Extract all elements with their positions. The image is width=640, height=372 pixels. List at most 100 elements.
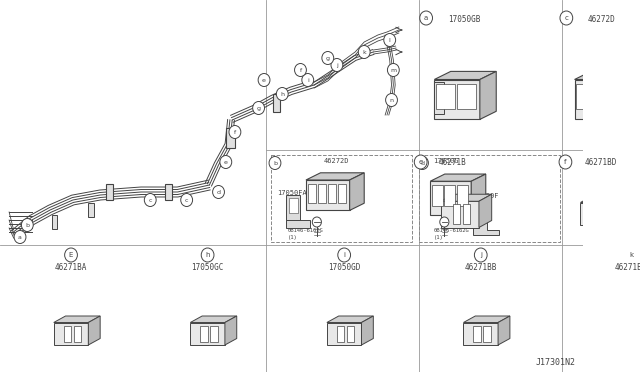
Circle shape [14,231,26,244]
Text: e: e [419,159,423,165]
Bar [634,326,640,342]
Polygon shape [306,180,349,211]
Bar [347,326,354,342]
Circle shape [253,102,264,115]
Text: i: i [343,252,345,258]
Bar [463,204,470,224]
Polygon shape [286,220,310,228]
Text: 0B146-6162G: 0B146-6162G [433,228,469,233]
Text: b: b [26,222,29,228]
Circle shape [65,248,77,262]
Polygon shape [480,71,496,119]
Bar [589,205,596,222]
Circle shape [417,157,428,170]
Text: (1): (1) [288,235,298,240]
Polygon shape [54,316,100,323]
Bar [452,204,460,224]
Polygon shape [614,316,640,323]
Circle shape [474,248,487,262]
Text: 17050F: 17050F [474,193,499,199]
Text: d: d [420,160,424,166]
Polygon shape [575,80,627,119]
Circle shape [220,155,232,169]
Circle shape [258,74,270,87]
Circle shape [358,45,370,58]
Text: 17050GB: 17050GB [448,15,481,24]
Bar [308,184,316,203]
Polygon shape [612,196,623,225]
Bar [271,155,412,242]
Text: f: f [300,67,301,73]
Polygon shape [286,195,300,220]
Circle shape [229,125,241,138]
Circle shape [387,64,399,77]
Polygon shape [575,71,640,80]
Circle shape [386,93,397,106]
Circle shape [312,217,321,227]
Polygon shape [430,174,486,181]
Text: l: l [389,38,390,42]
Circle shape [560,11,573,25]
Bar [457,83,476,109]
Circle shape [180,193,193,206]
Bar [483,326,491,342]
Bar [106,184,113,200]
Bar [435,82,444,114]
Polygon shape [435,71,496,80]
Circle shape [338,248,351,262]
Bar [88,203,94,217]
Circle shape [559,155,572,169]
Polygon shape [441,201,479,228]
Bar [457,185,468,206]
Polygon shape [463,316,510,323]
Bar [52,215,58,229]
Circle shape [322,51,333,64]
Bar [599,205,607,222]
Text: 46272D: 46272D [323,158,349,164]
Circle shape [440,217,449,227]
Bar [64,326,71,342]
Bar [436,83,455,109]
Text: b: b [273,160,277,166]
Circle shape [21,218,33,231]
Bar [419,155,560,242]
Text: g: g [326,55,330,61]
Text: h: h [205,252,210,258]
Bar [338,184,346,203]
Bar [474,326,481,342]
Bar [337,326,344,342]
Text: i: i [307,77,308,83]
Circle shape [414,155,427,169]
Circle shape [201,248,214,262]
Bar [226,128,235,148]
Text: 46271BA: 46271BA [55,263,87,272]
Polygon shape [88,316,100,345]
Polygon shape [306,173,364,180]
Text: 17050GC: 17050GC [191,263,224,272]
Bar [328,184,336,203]
Bar [432,185,443,206]
Polygon shape [498,316,510,345]
Circle shape [294,64,307,77]
Circle shape [302,74,314,87]
Polygon shape [474,205,499,235]
Text: k: k [362,49,366,55]
Text: e: e [224,160,228,164]
Polygon shape [349,173,364,211]
Circle shape [420,11,433,25]
Text: 17050FA: 17050FA [277,190,307,196]
Bar [289,198,298,213]
Circle shape [144,193,156,206]
Text: 46272D: 46272D [588,15,615,24]
Polygon shape [54,323,88,345]
Text: g: g [257,106,260,110]
Polygon shape [580,202,612,225]
Text: 17050GD: 17050GD [328,263,360,272]
Polygon shape [327,316,373,323]
Circle shape [384,33,396,46]
Polygon shape [471,174,486,215]
Text: 46271BC: 46271BC [615,263,640,272]
Text: 46271BD: 46271BD [584,158,617,167]
Bar [613,83,624,109]
Text: a: a [18,234,22,240]
